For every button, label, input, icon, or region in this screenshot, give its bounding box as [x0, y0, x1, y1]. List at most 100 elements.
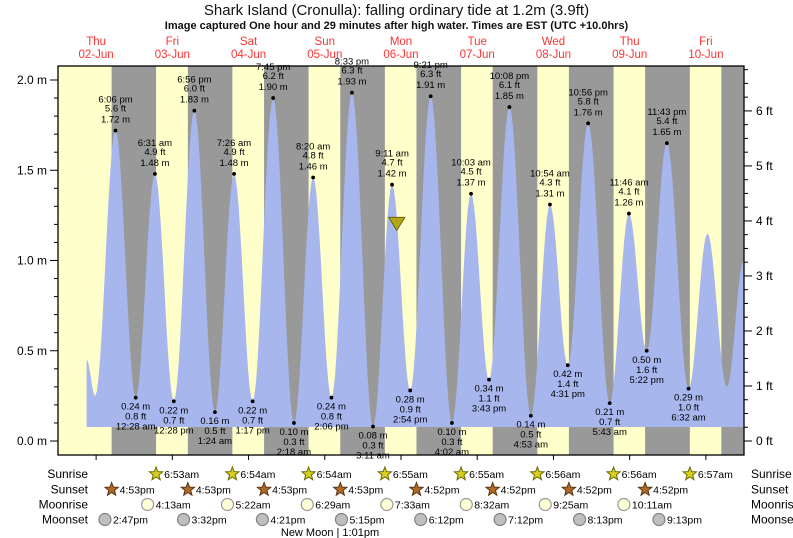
- right-axis-label: 5 ft: [756, 159, 773, 173]
- sunset-icon: [103, 481, 120, 497]
- high-tide-meters: 1.83 m: [180, 95, 209, 106]
- high-tide-time: 7:26 am: [217, 138, 251, 149]
- chart-title: Shark Island (Cronulla): falling ordinar…: [203, 2, 590, 19]
- day-label-weekday: Wed: [542, 36, 565, 48]
- sunset-time: 4:52pm: [577, 485, 612, 497]
- left-axis-label: 1.5 m: [17, 163, 47, 177]
- low-tide-feet: 1.6 ft: [636, 365, 657, 376]
- high-tide-time: 9:11 am: [375, 149, 409, 160]
- sunrise-icon: [224, 465, 241, 481]
- high-tide-meters: 1.85 m: [495, 91, 524, 102]
- low-tide-time: 4:02 am: [435, 447, 469, 458]
- low-tide-time: 3:11 am: [356, 451, 390, 462]
- low-tide-time: 1:24 am: [198, 436, 232, 447]
- high-tide-feet: 6.3 ft: [420, 69, 441, 80]
- high-tide-meters: 1.31 m: [535, 189, 564, 200]
- high-tide-meters: 1.48 m: [140, 158, 169, 169]
- moonrise-time: 6:29am: [315, 500, 350, 512]
- low-tide-dot: [528, 413, 533, 418]
- sunrise-icon: [376, 465, 393, 481]
- day-label-weekday: Mon: [390, 36, 412, 48]
- day-label-date: 03-Jun: [155, 49, 190, 61]
- low-tide-meters: 0.34 m: [475, 384, 504, 395]
- low-tide-dot: [133, 395, 138, 400]
- low-tide-feet: 0.3 ft: [441, 437, 462, 448]
- high-tide-dot: [232, 171, 236, 176]
- moonset-icon: [572, 512, 587, 527]
- low-tide-feet: 0.8 ft: [125, 412, 146, 423]
- low-tide-time: 3:43 pm: [472, 404, 506, 415]
- right-axis-label: 4 ft: [756, 214, 773, 228]
- moonset-time: 4:21pm: [270, 515, 305, 527]
- low-tide-dot: [607, 401, 612, 405]
- sunset-time: 4:53pm: [196, 485, 231, 497]
- low-tide-meters: 0.29 m: [674, 393, 703, 404]
- low-tide-time: 5:43 am: [593, 427, 627, 438]
- low-tide-feet: 1.1 ft: [478, 394, 499, 405]
- low-tide-feet: 0.9 ft: [400, 404, 421, 415]
- day-label-weekday: Fri: [166, 36, 179, 48]
- moonset-icon: [334, 512, 349, 527]
- sunset-icon: [637, 481, 654, 497]
- moonset-icon: [176, 512, 191, 527]
- low-tide-time: 2:54 pm: [393, 414, 427, 425]
- moonset-time: 7:12pm: [508, 515, 543, 527]
- high-tide-dot: [664, 141, 669, 146]
- high-tide-meters: 1.65 m: [652, 127, 681, 138]
- low-tide-time: 4:53 am: [514, 440, 548, 451]
- high-tide-dot: [627, 211, 631, 216]
- high-tide-time: 11:43 pm: [647, 107, 686, 118]
- sunset-icon: [256, 481, 273, 497]
- sunset-time: 4:52pm: [501, 485, 536, 497]
- sunset-icon: [332, 481, 349, 497]
- low-tide-dot: [565, 363, 570, 368]
- day-label-date: 05-Jun: [307, 49, 342, 61]
- high-tide-feet: 6.2 ft: [263, 71, 284, 82]
- moonset-icon: [493, 512, 507, 527]
- high-tide-feet: 6.0 ft: [184, 84, 205, 95]
- high-tide-feet: 5.8 ft: [578, 96, 599, 107]
- sunrise-time: 6:56am: [545, 469, 580, 481]
- low-tide-dot: [408, 388, 413, 393]
- low-tide-time: 1:17 pm: [235, 425, 269, 436]
- day-label-date: 08-Jun: [536, 49, 571, 61]
- high-tide-meters: 1.46 m: [299, 161, 328, 172]
- high-tide-time: 10:08 pm: [490, 71, 530, 82]
- moonset-icon: [98, 512, 112, 527]
- sunset-icon: [408, 481, 425, 497]
- low-tide-feet: 0.7 ft: [163, 415, 184, 426]
- low-tide-dot: [371, 424, 375, 429]
- moonset-time: 9:13pm: [667, 515, 702, 527]
- day-label-date: 02-Jun: [79, 49, 114, 61]
- low-tide-time: 12:28 pm: [154, 425, 194, 436]
- low-tide-feet: 0.5 ft: [520, 430, 541, 441]
- moonrise-icon: [141, 497, 155, 512]
- high-tide-feet: 4.8 ft: [303, 150, 324, 161]
- low-tide-meters: 0.28 m: [396, 394, 425, 405]
- moonset-icon: [255, 512, 269, 527]
- day-label-weekday: Tue: [468, 36, 487, 48]
- legend-row-label-left: Sunrise: [47, 467, 88, 481]
- sunrise-icon: [453, 465, 470, 481]
- day-label-weekday: Fri: [699, 36, 712, 48]
- high-tide-dot: [428, 94, 433, 99]
- high-tide-feet: 4.5 ft: [460, 167, 481, 178]
- low-tide-time: 2:06 pm: [314, 422, 348, 433]
- sunset-time: 4:53pm: [120, 485, 155, 497]
- legend-row-label-right: Sunset: [751, 483, 789, 497]
- legend-row-label-left: Sunset: [51, 483, 89, 497]
- low-tide-dot: [487, 377, 491, 382]
- chart-subtitle: Image captured One hour and 29 minutes a…: [164, 20, 629, 32]
- low-tide-time: 2:18 am: [277, 447, 311, 458]
- day-label-weekday: Sat: [240, 36, 258, 48]
- sunset-icon: [484, 481, 501, 497]
- moonset-icon: [414, 512, 428, 527]
- high-tide-dot: [507, 105, 512, 109]
- high-tide-meters: 1.48 m: [220, 158, 249, 169]
- high-tide-time: 10:54 am: [530, 169, 570, 180]
- high-tide-dot: [350, 90, 354, 95]
- high-tide-dot: [548, 202, 552, 207]
- day-label-weekday: Thu: [620, 36, 640, 48]
- high-tide-time: 6:06 pm: [98, 95, 132, 106]
